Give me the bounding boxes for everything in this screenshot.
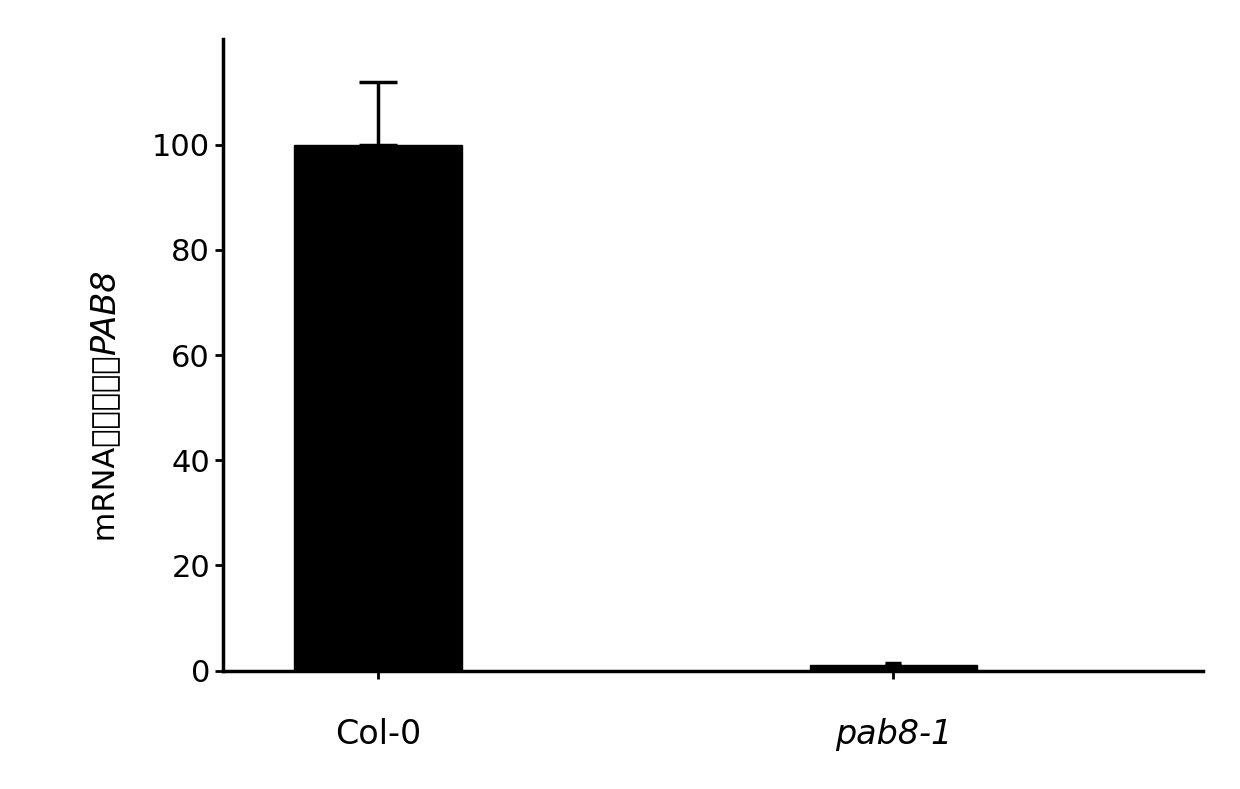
Text: PAB8: PAB8 bbox=[89, 270, 123, 355]
Bar bbox=[810, 665, 977, 671]
Text: mRNA相对表达量: mRNA相对表达量 bbox=[92, 355, 120, 551]
Text: pab8-1: pab8-1 bbox=[835, 718, 952, 751]
Bar bbox=[294, 144, 461, 671]
Text: Col-0: Col-0 bbox=[335, 718, 422, 751]
